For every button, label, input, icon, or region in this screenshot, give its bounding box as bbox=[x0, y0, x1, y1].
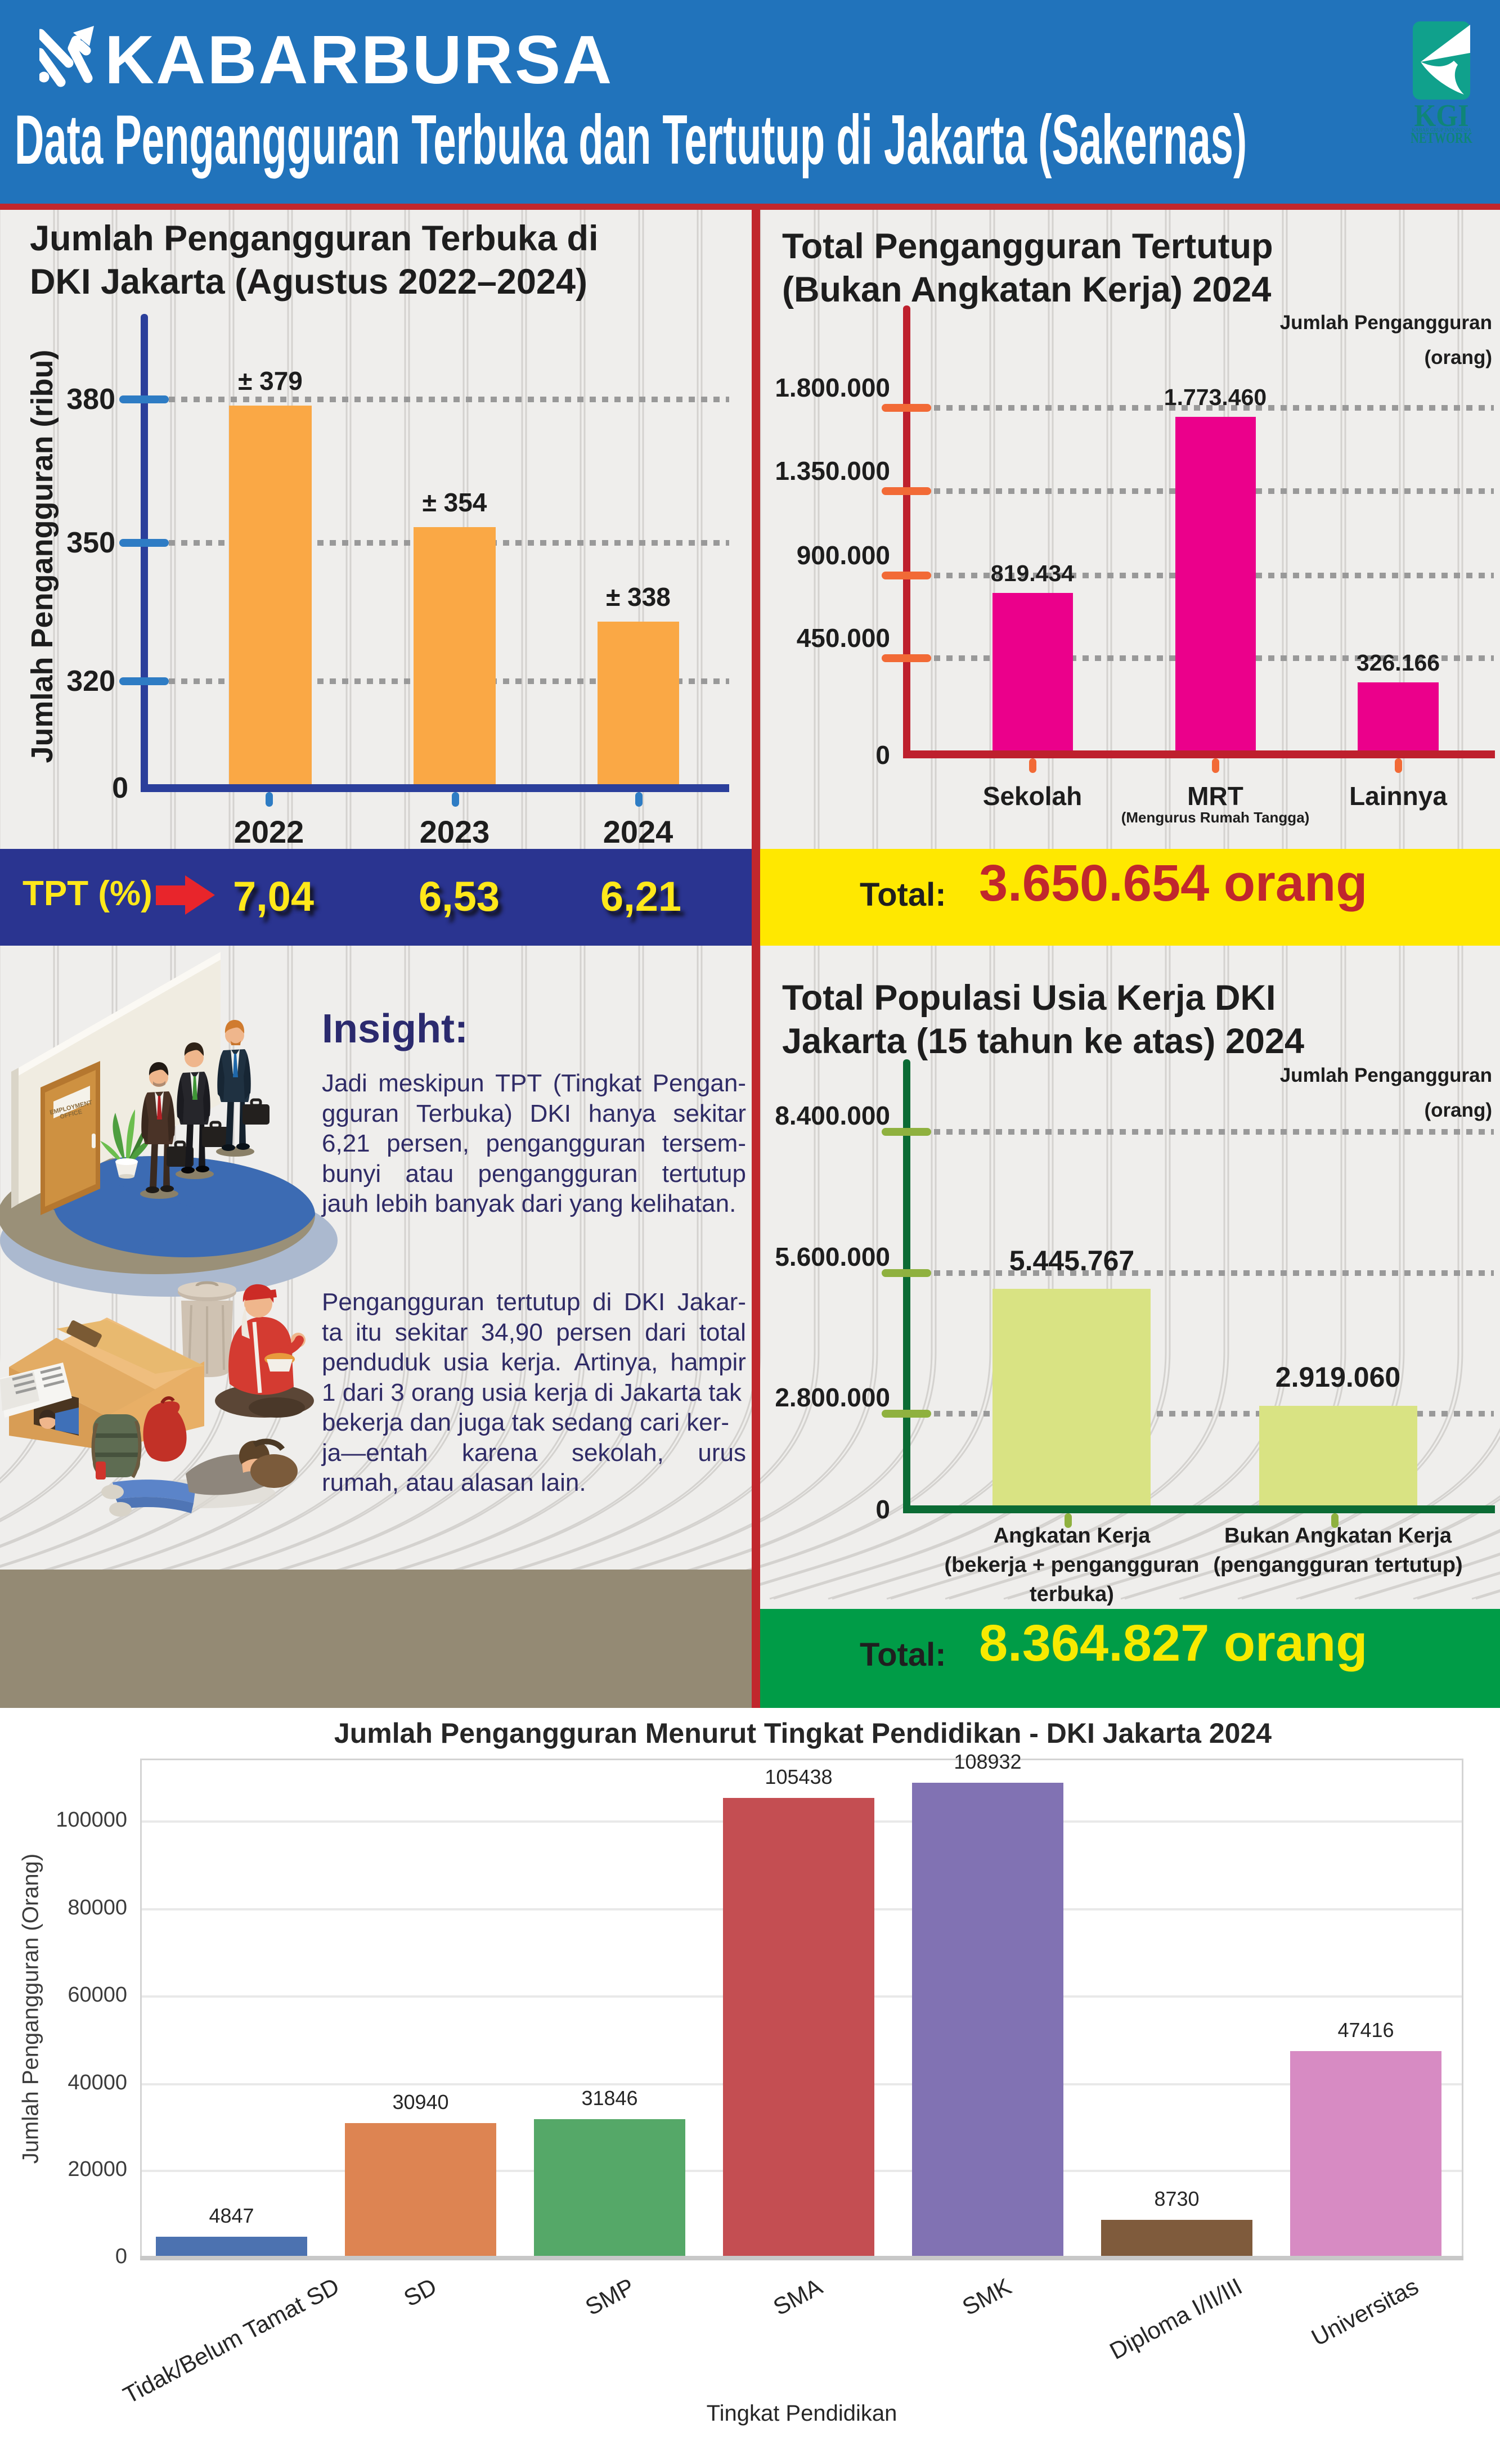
svg-text:KABAR GRUP INDONESIA: KABAR GRUP INDONESIA bbox=[1412, 128, 1471, 133]
svg-text:NETWORK: NETWORK bbox=[1411, 129, 1472, 146]
svg-text:KGI: KGI bbox=[1414, 98, 1469, 133]
